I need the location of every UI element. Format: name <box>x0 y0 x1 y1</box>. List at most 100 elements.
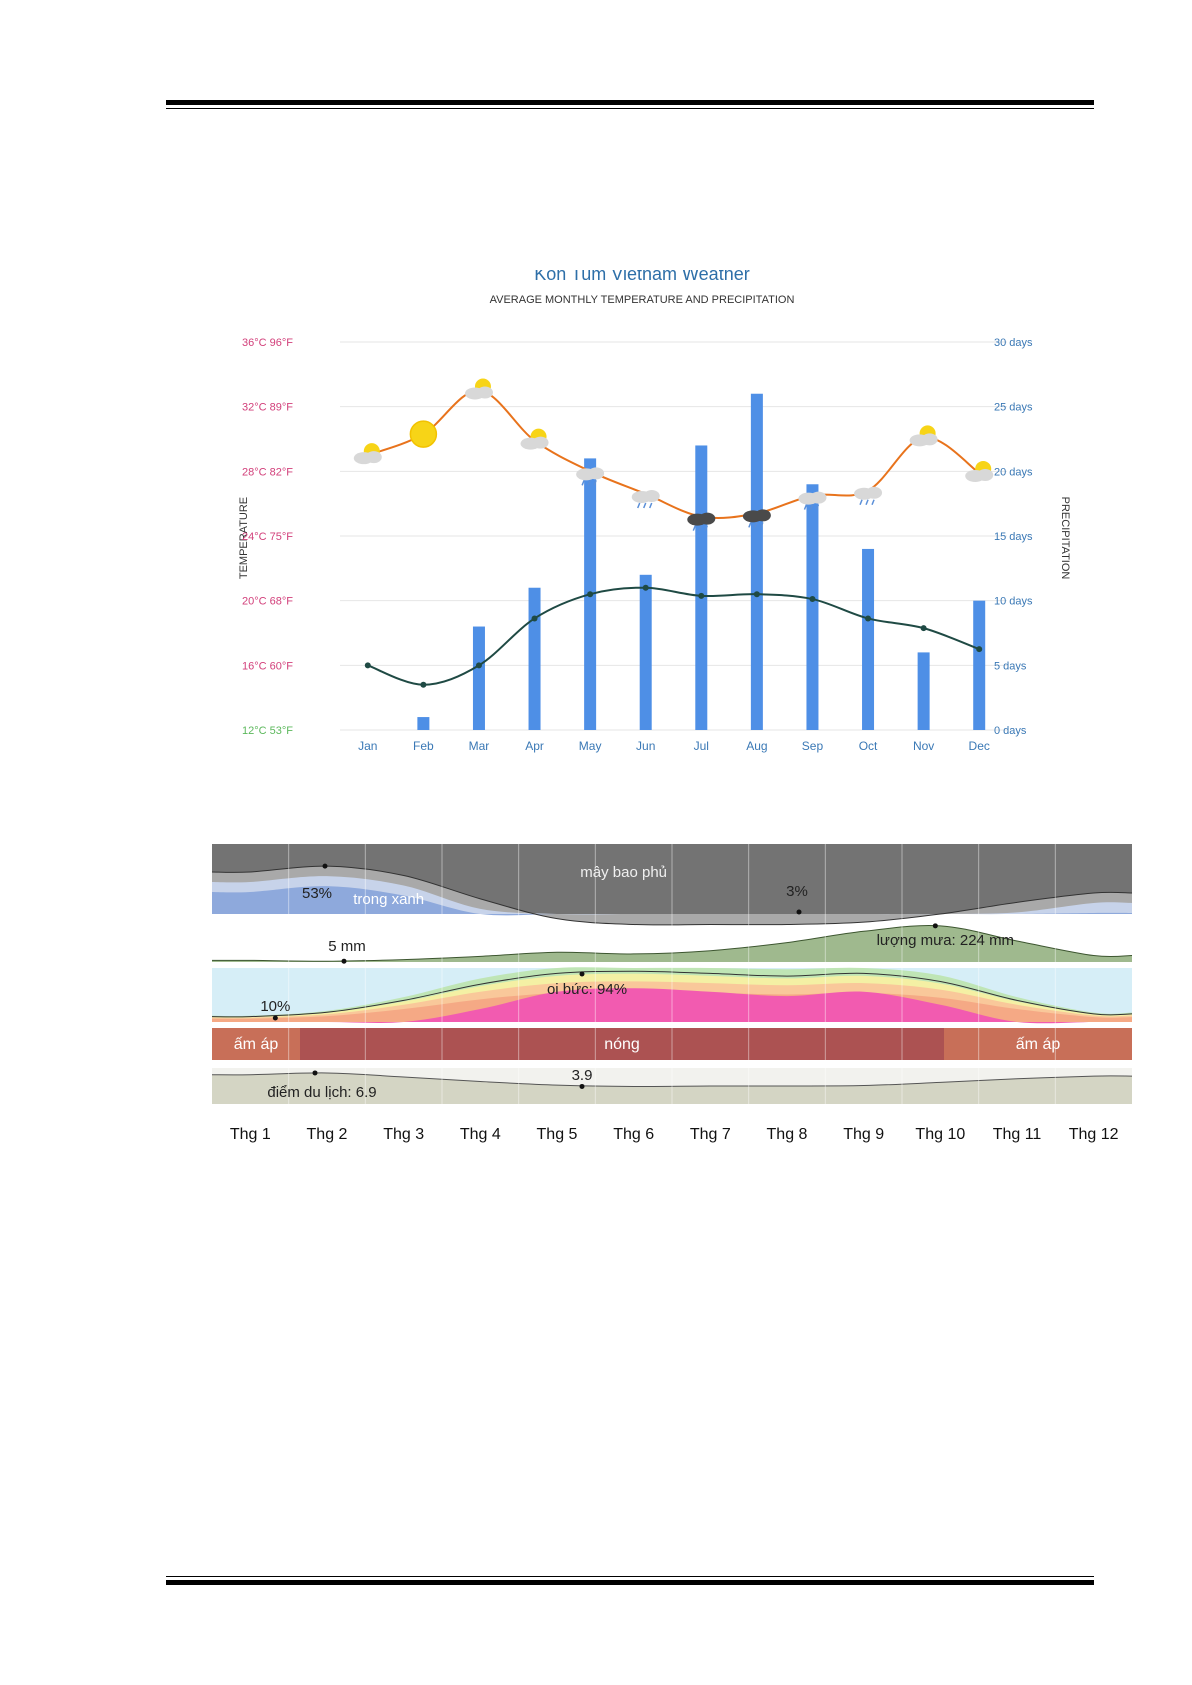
chart-subtitle: AVERAGE MONTHLY TEMPERATURE AND PRECIPIT… <box>490 294 795 306</box>
cloud-rain-icon <box>631 489 660 509</box>
tick-labels: 12°C 53°F 16°C 60°F 20°C 68°F 24°C 75°F 28°C… <box>242 337 1033 753</box>
night-point <box>364 662 371 669</box>
cloud-rain-icon <box>576 467 605 486</box>
rain-bar <box>750 393 763 730</box>
month-labels: mây bao phủ trong xanh 53% 3% lượng mưa: 224… <box>230 864 1119 1143</box>
rain-drop <box>637 502 641 509</box>
night-point <box>865 615 872 622</box>
x-tick-label: Apr <box>525 739 544 753</box>
month-label: Thg 6 <box>613 1126 654 1143</box>
x-tick-label: Jan <box>358 739 377 753</box>
month-label: Thg 5 <box>537 1126 578 1143</box>
month-label: Thg 1 <box>230 1126 271 1143</box>
x-tick-label: Feb <box>413 739 434 753</box>
rain-bar <box>639 574 652 730</box>
month-label: Thg 8 <box>767 1126 808 1143</box>
cloud-shape <box>977 468 994 481</box>
cloud-label: mây bao phủ <box>580 864 667 881</box>
sun-icon <box>409 420 438 448</box>
rain-drop <box>865 499 869 506</box>
rain-drop <box>643 502 647 509</box>
rain-low-label: 5 mm <box>328 938 366 955</box>
bottom-rule <box>166 1576 1094 1585</box>
night-point <box>753 591 760 598</box>
rain-drop <box>649 502 653 509</box>
night-point <box>475 662 482 669</box>
cloud-rain-icon <box>798 491 827 510</box>
x-tick-label: Mar <box>469 739 490 753</box>
cloud-low-point <box>796 909 802 915</box>
rain-bar <box>973 600 986 730</box>
x-tick-label: Dec <box>969 739 990 753</box>
humidity-peak-point <box>579 971 585 977</box>
rain-bar <box>806 484 819 730</box>
sun-cloud-icon <box>909 425 938 447</box>
clear-label: trong xanh <box>353 891 424 908</box>
night-point <box>976 646 983 653</box>
y2-tick-label: 20 days <box>994 466 1033 478</box>
sun-cloud-icon <box>965 460 994 482</box>
month-label: Thg 12 <box>1069 1126 1119 1143</box>
rain-drop <box>859 499 863 506</box>
rain-drop <box>809 504 814 510</box>
cloud-shape <box>643 489 660 502</box>
rain-drop <box>593 480 597 486</box>
rain-drop <box>815 504 820 510</box>
month-label: Thg 9 <box>843 1126 884 1143</box>
night-point <box>809 596 816 603</box>
night-point <box>420 681 427 688</box>
rain-drop <box>704 525 708 531</box>
cloud-shape <box>699 512 716 525</box>
rain-drop <box>871 499 875 506</box>
rain-peak-label: lượng mưa: 224 mm <box>877 932 1014 949</box>
x-tick-label: Jun <box>636 739 655 753</box>
rain-drop <box>803 504 808 510</box>
cloud-storm-icon <box>687 512 716 531</box>
rain-drop <box>754 522 758 528</box>
y-tick-label: 12°C 53°F <box>242 725 293 737</box>
y2-tick-label: 5 days <box>994 660 1027 672</box>
cloud-shape <box>532 436 549 449</box>
humidity-band-miserable <box>212 988 1132 1024</box>
chart-title: Kon Tum Vietnam Weather <box>534 270 749 284</box>
cloud-storm-icon <box>742 509 771 528</box>
cloud-low-label: 3% <box>786 883 808 900</box>
y2-tick-label: 25 days <box>994 402 1033 414</box>
month-label: Thg 4 <box>460 1126 501 1143</box>
temperature-band-label: ấm áp <box>234 1036 279 1053</box>
cloud-rain-icon <box>854 486 883 506</box>
day-line <box>367 389 980 519</box>
x-tick-label: Sep <box>802 739 824 753</box>
tourism-area <box>212 1072 1132 1104</box>
sun-cloud-icon <box>353 443 382 465</box>
night-point <box>920 625 927 632</box>
y-tick-label: 28°C 82°F <box>242 466 293 478</box>
night-point <box>642 584 649 591</box>
x-tick-label: May <box>579 739 602 753</box>
weather-icons <box>353 378 994 531</box>
temperature-band <box>212 1028 300 1060</box>
cloud-shape <box>588 467 605 480</box>
y2-tick-label: 15 days <box>994 531 1033 543</box>
rain-area <box>212 925 1132 962</box>
month-label: Thg 10 <box>915 1126 965 1143</box>
x-tick-label: Jul <box>694 739 709 753</box>
cloud-band-clear <box>212 886 1132 916</box>
humidity-peak-label: oi bức: 94% <box>547 981 627 998</box>
temp-lines <box>364 389 983 688</box>
x-tick-label: Oct <box>859 739 878 753</box>
x-tick-label: Aug <box>746 739 767 753</box>
tourism-low-label: 3.9 <box>572 1067 593 1084</box>
tourism-low-point <box>579 1083 585 1089</box>
y-tick-label: 32°C 89°F <box>242 402 293 414</box>
rain-bar <box>472 626 485 730</box>
cloud-curve <box>212 865 1132 926</box>
cloud-shape <box>866 486 883 499</box>
tourism-peak-point <box>312 1070 318 1076</box>
temperature-band <box>944 1028 1132 1060</box>
top-rule <box>166 100 1094 109</box>
rain-bars <box>417 393 986 730</box>
rain-curve <box>212 924 1132 962</box>
y-axis-label: TEMPERATURE <box>238 497 250 579</box>
month-label: Thg 7 <box>690 1126 731 1143</box>
